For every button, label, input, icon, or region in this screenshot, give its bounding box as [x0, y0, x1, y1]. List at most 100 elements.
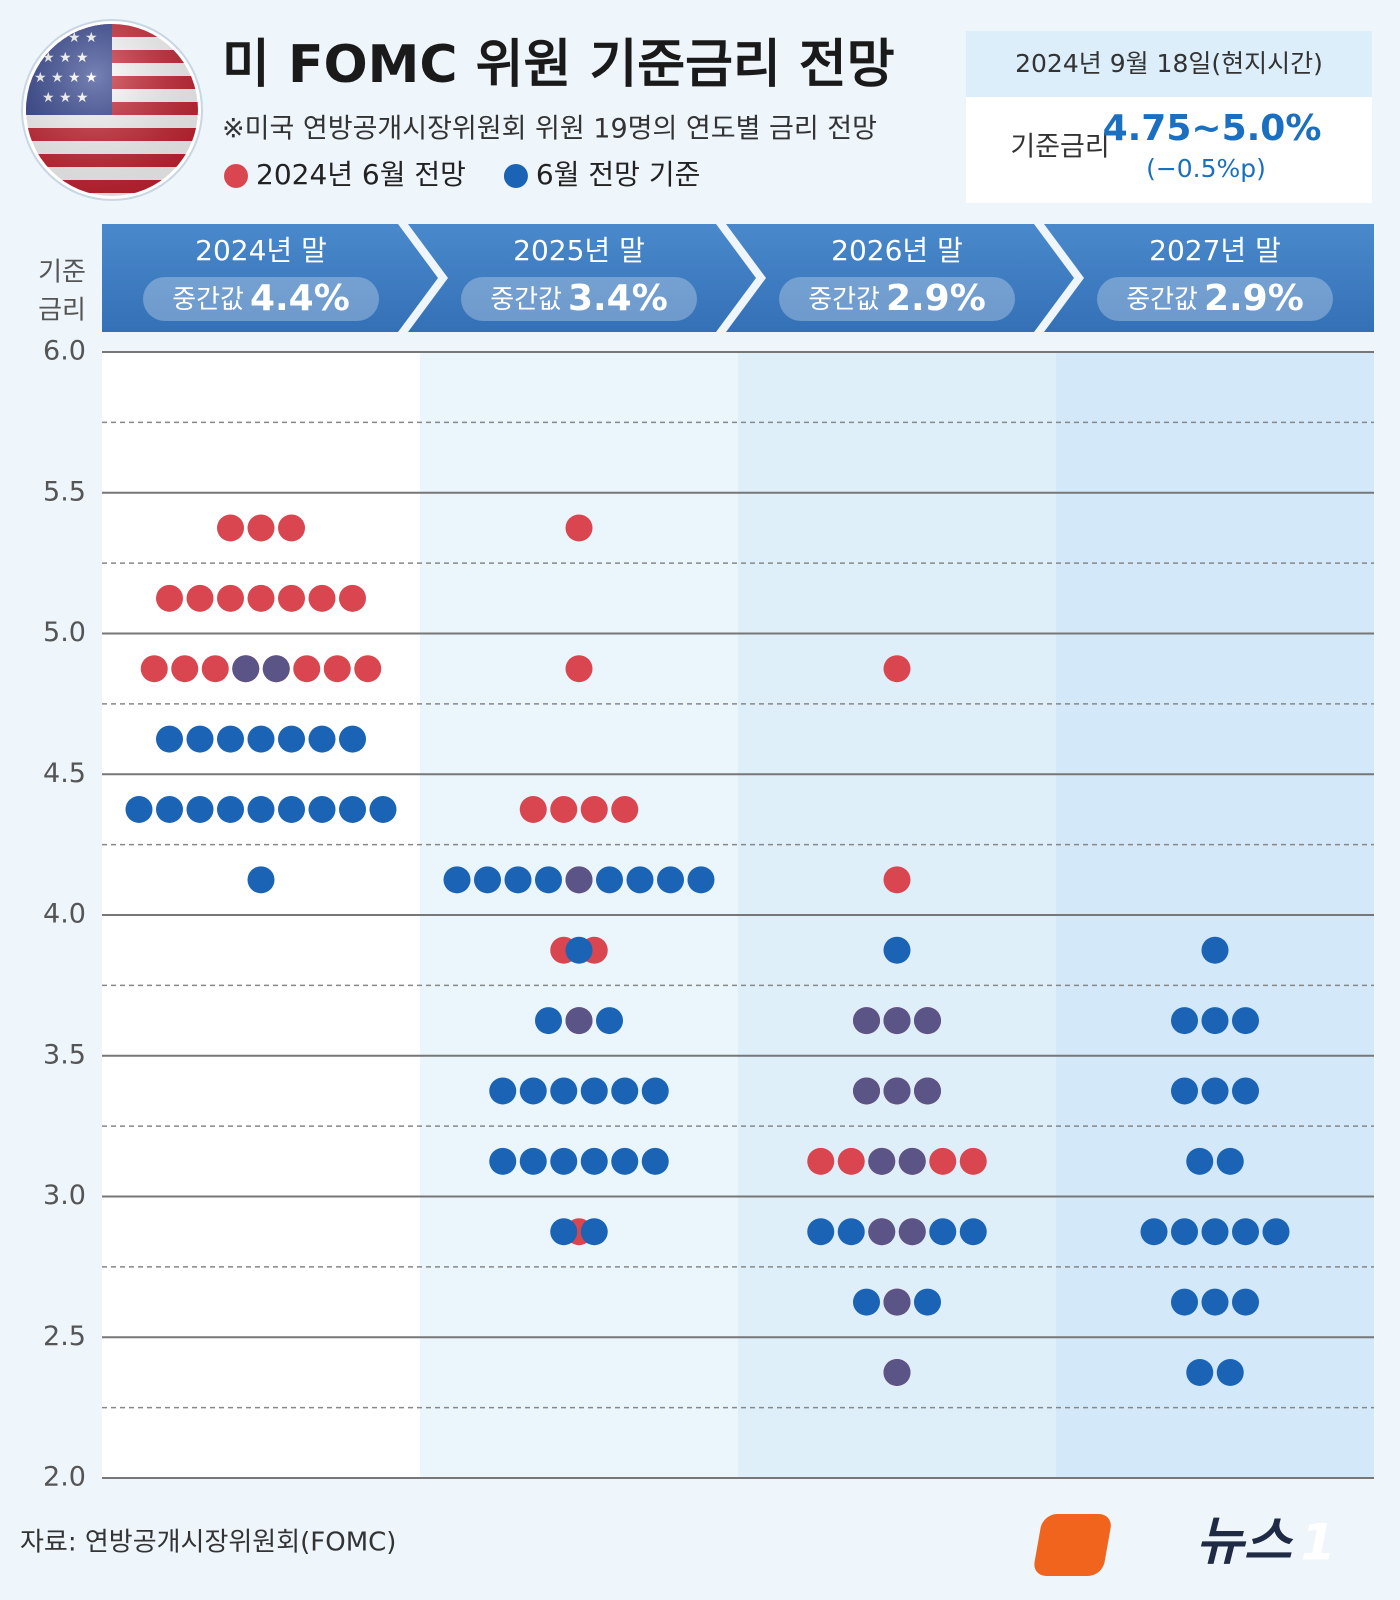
dot [565, 655, 593, 683]
dot [186, 584, 214, 612]
dot [217, 725, 244, 753]
dot [550, 1147, 578, 1175]
dot [247, 584, 275, 612]
dot [565, 1007, 593, 1035]
dot [914, 1007, 941, 1035]
dot [565, 514, 593, 542]
dot [278, 795, 305, 823]
source: 자료: 연방공개시장위원회(FOMC) [20, 1528, 396, 1558]
y-tick-label: 4.5 [43, 758, 86, 789]
dot [1232, 1218, 1259, 1246]
info-box-header [966, 31, 1372, 97]
dot [580, 1218, 608, 1246]
dot [247, 866, 275, 894]
dot [125, 795, 153, 823]
dot [171, 655, 199, 683]
dot [247, 725, 275, 753]
dot [837, 1147, 865, 1175]
legend-label: 2024년 6월 전망 [256, 158, 466, 191]
dot [293, 655, 321, 683]
dot [565, 936, 593, 964]
dot [596, 1007, 623, 1035]
column-banner [102, 224, 438, 332]
legend-swatch [224, 164, 248, 188]
dot [1201, 936, 1229, 964]
dot [883, 1077, 911, 1105]
column-banner [1044, 224, 1374, 332]
dot [186, 725, 214, 753]
y-axis-label: 금리 [38, 296, 86, 326]
dot [1201, 1218, 1229, 1246]
y-tick-label: 2.0 [43, 1462, 86, 1493]
subtitle: ※미국 연방공개시장위원회 위원 19명의 연도별 금리 전망 [222, 114, 877, 145]
median-prefix: 중간값 [172, 285, 244, 315]
dot [339, 725, 366, 753]
dot [565, 866, 593, 894]
info-change: (−0.5%p) [1146, 154, 1266, 183]
logo-text: 뉴스 [1196, 1512, 1294, 1572]
dot [807, 1147, 835, 1175]
dot [868, 1218, 896, 1246]
dot [156, 725, 183, 753]
dot [1201, 1007, 1229, 1035]
category-label: 2024년 말 [195, 234, 327, 267]
dot [837, 1218, 865, 1246]
us-flag: ★ ★ ★ ★★ ★ ★★ ★ ★ ★★ ★ ★ [21, 19, 203, 201]
median-label: 중간값 2.9% [1126, 278, 1304, 319]
dot [580, 1147, 608, 1175]
dot [217, 584, 244, 612]
dot [626, 866, 654, 894]
dot [339, 795, 366, 823]
dot [1232, 1288, 1259, 1316]
dot [489, 1077, 517, 1105]
dot [657, 866, 684, 894]
logo-mark: 1 [1301, 1514, 1336, 1572]
dot [1171, 1288, 1198, 1316]
dot [278, 514, 305, 542]
dot [1140, 1218, 1168, 1246]
dot [883, 866, 911, 894]
dot [443, 866, 471, 894]
dot [354, 655, 382, 683]
info-box: 2024년 9월 18일(현지시간) 기준금리 4.75~5.0% (−0.5%… [966, 31, 1372, 203]
dot [611, 1147, 639, 1175]
dot [914, 1077, 941, 1105]
dot [278, 725, 305, 753]
dot [156, 584, 183, 612]
info-date: 2024년 9월 18일(현지시간) [1015, 49, 1323, 78]
dot [580, 795, 608, 823]
dot [308, 795, 336, 823]
median-label: 중간값 2.9% [808, 278, 986, 319]
dot [1201, 1077, 1229, 1105]
dot [323, 655, 351, 683]
legend: 2024년 6월 전망 6월 전망 기준 [224, 158, 700, 191]
dot [687, 866, 715, 894]
y-tick-label: 4.0 [43, 899, 86, 930]
y-tick-label: 5.5 [43, 476, 86, 507]
y-tick-label: 5.0 [43, 617, 86, 648]
dot [262, 655, 290, 683]
median-pill [143, 277, 379, 321]
median-label: 중간값 3.4% [490, 278, 668, 319]
dot [1216, 1358, 1244, 1386]
median-value: 4.4% [250, 278, 350, 319]
dot [474, 866, 501, 894]
median-pill [779, 277, 1015, 321]
dot [914, 1288, 941, 1316]
dot [1186, 1147, 1214, 1175]
median-prefix: 중간값 [490, 285, 562, 315]
dot [883, 936, 911, 964]
dot [1216, 1147, 1244, 1175]
dot [1171, 1218, 1198, 1246]
median-prefix: 중간값 [808, 285, 880, 315]
dot [1171, 1007, 1198, 1035]
dot [535, 1007, 562, 1035]
dot [898, 1218, 926, 1246]
dot [550, 1218, 578, 1246]
dot [1232, 1007, 1259, 1035]
dot [1262, 1218, 1290, 1246]
info-rate: 4.75~5.0% [1103, 108, 1322, 149]
median-value: 2.9% [886, 278, 986, 319]
median-value: 2.9% [1204, 278, 1304, 319]
